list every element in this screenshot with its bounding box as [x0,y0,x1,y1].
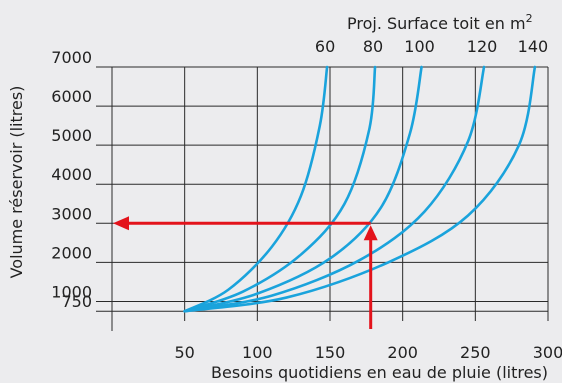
roof-label-80: 80 [363,37,383,56]
roof-surface-curves [183,65,537,313]
x-tick-label: 150 [315,343,346,362]
top-axis-title: Proj. Surface toit en m2 [347,12,533,33]
roof-label-60: 60 [315,37,335,56]
annotation-left-arrowhead [113,216,129,231]
roof-curve-140 [183,65,537,313]
roof-label-140: 140 [518,37,549,56]
x-tick-label: 200 [387,343,418,362]
roof-curve-100 [183,65,423,313]
y-tick-label: 5000 [51,126,92,145]
top-axis-title-superscript: 2 [526,12,533,25]
x-axis-title: Besoins quotidiens en eau de pluie (litr… [211,363,548,382]
roof-label-120: 120 [467,37,498,56]
y-tick-label: 1000 [51,282,92,301]
y-tick-label: 2000 [51,243,92,262]
x-tick-label: 300 [533,343,562,362]
y-axis-title: Volume réservoir (litres) [7,86,26,279]
roof-curve-120 [183,65,486,313]
y-tick-label: 4000 [51,165,92,184]
x-tick-label: 250 [460,343,491,362]
x-tick-labels: 50 100 150 200 250 300 [174,343,562,362]
x-tick-label: 50 [174,343,194,362]
roof-curve-80 [183,65,377,313]
annotation-up-arrowhead [363,225,378,241]
y-tick-label: 7000 [51,48,92,67]
reading-annotation [113,216,378,329]
y-tick-label: 750 [61,292,92,311]
y-tick-label: 3000 [51,204,92,223]
y-tick-label: 6000 [51,87,92,106]
roof-surface-labels: 60 80 100 120 140 [315,37,548,56]
top-axis-title-text: Proj. Surface toit en m [347,14,526,33]
chart-grid [96,66,549,331]
roof-label-100: 100 [404,37,435,56]
roof-curve-60 [183,65,329,313]
x-tick-label: 100 [242,343,273,362]
